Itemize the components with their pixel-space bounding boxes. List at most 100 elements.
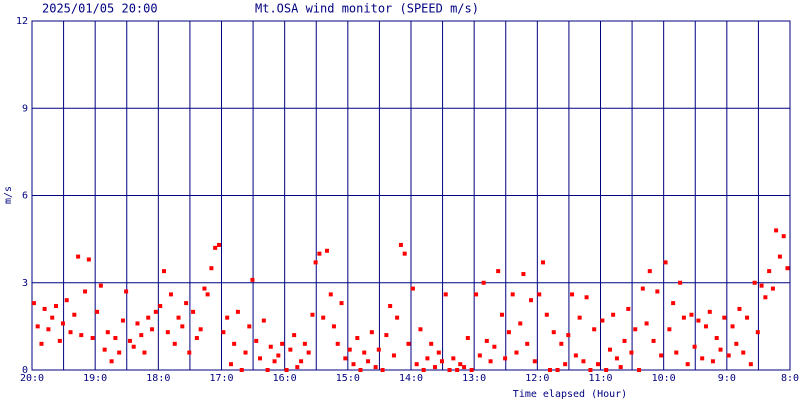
data-point [469,368,474,372]
data-point [306,350,311,355]
data-point [707,309,712,314]
data-point [284,368,289,372]
data-point [391,353,396,358]
data-point [622,338,627,343]
data-point [439,359,444,364]
data-point [64,298,69,303]
data-point [692,344,697,349]
data-point [541,260,546,265]
data-point [313,260,318,265]
data-point [373,365,378,370]
data-point [299,359,304,364]
data-point [239,368,244,372]
data-point [763,295,768,300]
data-point [730,324,735,329]
y-tick-label: 12 [16,16,28,27]
data-point [555,368,560,372]
data-point [514,350,519,355]
data-point [168,292,173,297]
data-point [355,336,360,341]
data-point [551,330,556,335]
y-axis-label: m/s [3,186,14,204]
x-tick-label: 18:0 [146,373,170,384]
data-point [135,321,140,326]
data-point [31,301,36,306]
data-point [369,330,374,335]
data-point [209,266,214,271]
data-point [113,336,118,341]
data-point [436,350,441,355]
data-point [243,350,248,355]
data-point [614,356,619,361]
data-point [272,359,277,364]
data-point [774,228,779,233]
data-point [261,318,266,323]
data-point [335,341,340,346]
data-point [79,333,84,338]
data-point [109,359,114,364]
data-point [525,341,530,346]
y-tick-label: 9 [22,103,28,114]
data-point [83,289,88,294]
data-point [663,260,668,265]
data-point [216,242,221,247]
data-point [745,315,750,320]
data-point [506,330,511,335]
data-point [529,298,534,303]
data-point [655,289,660,294]
data-point [637,368,642,372]
data-point [633,327,638,332]
data-point [681,315,686,320]
x-tick-label: 16:0 [273,373,297,384]
data-point [254,338,259,343]
data-point [748,362,753,367]
data-point [328,292,333,297]
data-point [90,336,95,341]
data-point [127,338,132,343]
data-point [618,365,623,370]
data-point [213,245,218,250]
data-point [35,324,40,329]
data-point [162,269,167,274]
data-point [547,368,552,372]
y-tick-label: 6 [22,191,28,202]
data-point [191,309,196,314]
data-point [588,368,593,372]
data-point [510,292,515,297]
data-point [492,344,497,349]
data-point [57,338,62,343]
data-point [146,315,151,320]
data-point [703,324,708,329]
data-point [339,301,344,306]
data-point [46,327,51,332]
data-point [629,350,634,355]
data-point [50,315,55,320]
data-point [176,315,181,320]
data-point [734,341,739,346]
data-point [671,301,676,306]
data-point [102,347,107,352]
data-point [484,338,489,343]
data-point [518,321,523,326]
data-point [258,356,263,361]
data-point [280,341,285,346]
data-point [395,315,400,320]
data-point [124,289,129,294]
x-tick-label: 12:0 [525,373,549,384]
data-point [406,341,411,346]
data-point [451,356,456,361]
data-point [722,315,727,320]
data-point [295,365,300,370]
data-point [221,330,226,335]
data-point [194,336,199,341]
data-point [150,327,155,332]
data-point [232,341,237,346]
data-point [180,324,185,329]
data-point [537,292,542,297]
data-point [250,277,255,282]
data-point [429,341,434,346]
data-point [741,350,746,355]
data-point [644,321,649,326]
data-point [710,359,715,364]
